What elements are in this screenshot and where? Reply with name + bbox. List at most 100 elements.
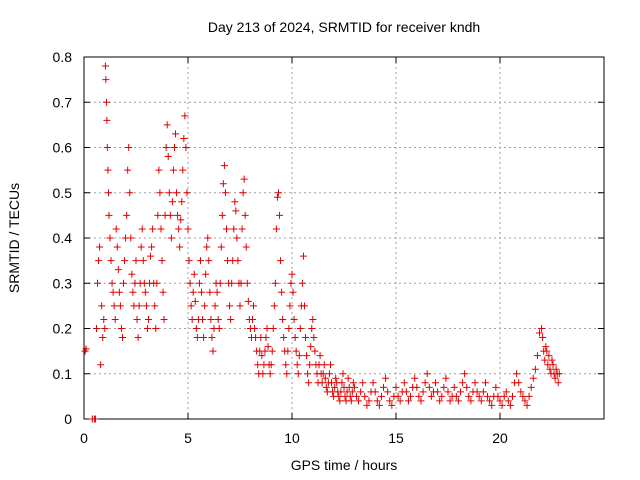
- data-point: [454, 397, 462, 405]
- data-point: [217, 243, 225, 251]
- data-point: [105, 189, 113, 197]
- data-point: [112, 225, 120, 233]
- data-point: [213, 288, 221, 296]
- data-point: [120, 279, 128, 287]
- data-point: [203, 243, 211, 251]
- data-point: [361, 392, 369, 400]
- data-point: [143, 325, 151, 332]
- data-point: [134, 334, 142, 342]
- data-point: [216, 279, 224, 287]
- data-point: [304, 370, 312, 378]
- data-point: [456, 388, 464, 396]
- data-point: [167, 234, 175, 242]
- data-point: [158, 257, 166, 265]
- data-point: [221, 189, 229, 197]
- y-tick-label: 0.6: [53, 140, 73, 156]
- data-point: [227, 315, 235, 323]
- data-point: [98, 302, 106, 310]
- data-point: [96, 243, 104, 251]
- data-point: [240, 175, 248, 183]
- data-point: [394, 392, 402, 400]
- x-tick-label: 15: [388, 430, 404, 446]
- data-point: [415, 392, 423, 400]
- data-point: [300, 302, 308, 310]
- data-point: [523, 401, 531, 409]
- data-point: [241, 211, 249, 219]
- data-point: [427, 392, 435, 400]
- data-point: [165, 189, 173, 197]
- data-point: [121, 257, 129, 265]
- data-point: [118, 334, 126, 342]
- data-point: [355, 397, 363, 405]
- data-point: [155, 166, 163, 174]
- data-point: [190, 270, 198, 278]
- data-point: [436, 397, 444, 405]
- data-point: [151, 302, 159, 310]
- data-point: [352, 392, 360, 400]
- data-point: [277, 257, 285, 265]
- data-point: [311, 347, 319, 355]
- data-point: [263, 325, 271, 332]
- data-point: [517, 388, 525, 396]
- data-point: [307, 343, 315, 351]
- data-point: [204, 234, 212, 242]
- data-point: [338, 379, 346, 387]
- data-point: [322, 383, 330, 391]
- data-point: [254, 361, 262, 369]
- data-point: [222, 225, 230, 233]
- data-point: [357, 388, 365, 396]
- data-point: [100, 315, 108, 323]
- data-point: [423, 370, 431, 378]
- data-point: [267, 361, 275, 369]
- y-tick-label: 0.8: [53, 49, 73, 65]
- data-point: [498, 401, 506, 409]
- data-point: [538, 325, 546, 332]
- y-tick-label: 0.1: [53, 366, 73, 382]
- data-point: [432, 379, 440, 387]
- data-point: [302, 334, 310, 342]
- data-point: [434, 388, 442, 396]
- data-point: [126, 189, 134, 197]
- data-point: [419, 388, 427, 396]
- data-point: [502, 388, 510, 396]
- data-point: [259, 370, 267, 378]
- data-point: [543, 347, 551, 355]
- data-point: [191, 297, 199, 305]
- data-point: [287, 279, 295, 287]
- data-point: [519, 392, 527, 400]
- data-point: [331, 383, 339, 391]
- data-point: [290, 315, 298, 323]
- data-point: [144, 315, 152, 323]
- data-point: [258, 352, 266, 360]
- data-point: [335, 392, 343, 400]
- data-point: [369, 379, 377, 387]
- data-point: [261, 347, 269, 355]
- data-point: [295, 352, 303, 360]
- data-point: [159, 288, 167, 296]
- data-point: [346, 392, 354, 400]
- data-point: [251, 325, 259, 332]
- data-point: [521, 397, 529, 405]
- data-point: [284, 347, 292, 355]
- data-point: [162, 144, 170, 151]
- data-point: [375, 401, 383, 409]
- data-point: [268, 347, 276, 355]
- data-point: [175, 225, 183, 233]
- data-point: [551, 374, 559, 382]
- data-point: [309, 315, 317, 323]
- data-point: [117, 325, 125, 332]
- data-point: [214, 315, 222, 323]
- data-point: [546, 365, 554, 373]
- data-point: [206, 288, 214, 296]
- data-point: [234, 257, 242, 265]
- data-point: [285, 325, 293, 332]
- data-point: [226, 302, 234, 310]
- data-point: [174, 211, 182, 219]
- x-tick-label: 20: [492, 430, 508, 446]
- data-point: [425, 383, 433, 391]
- data-point: [149, 225, 157, 233]
- data-point: [382, 374, 390, 382]
- data-point: [111, 315, 119, 323]
- data-point: [193, 334, 201, 342]
- data-point: [169, 166, 177, 174]
